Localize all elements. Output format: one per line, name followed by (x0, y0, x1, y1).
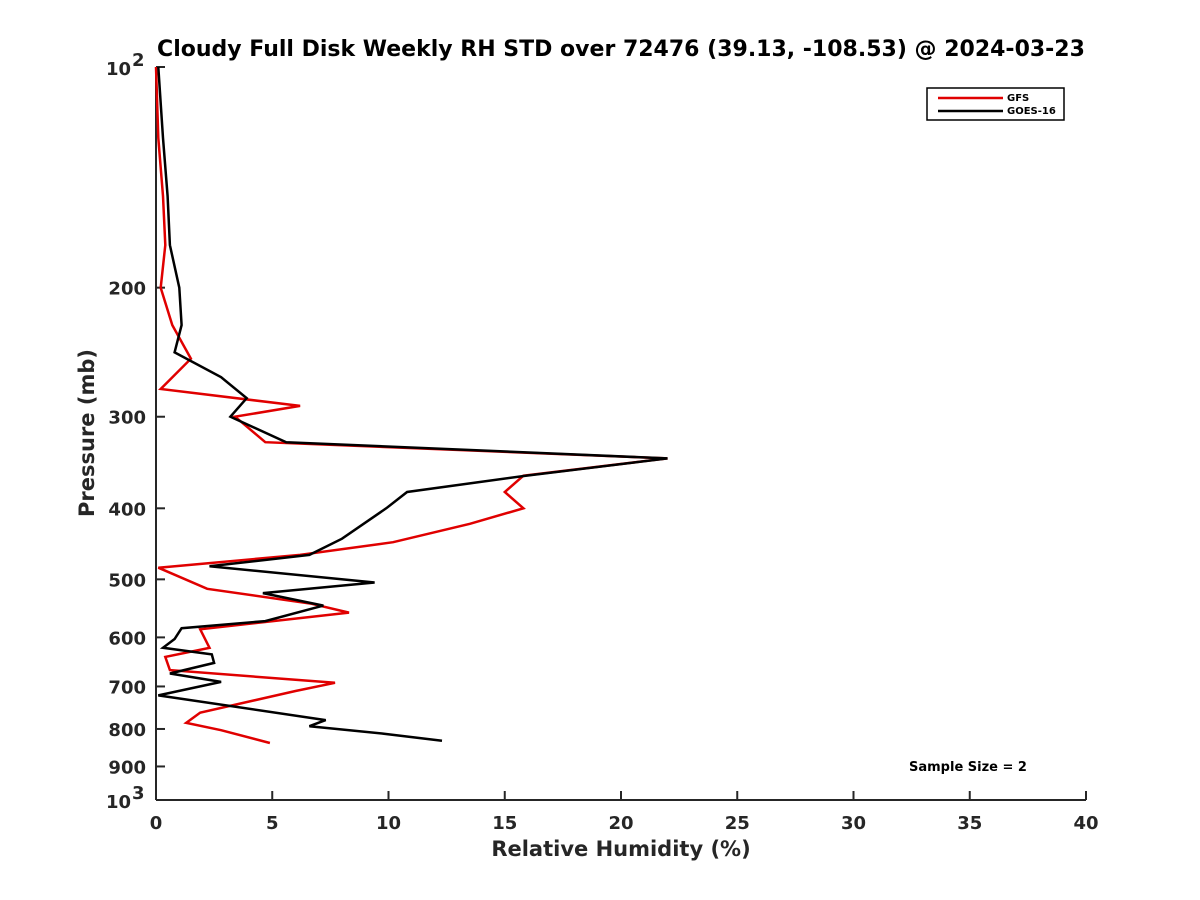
y-tick-exponent: 2 (132, 50, 145, 71)
x-tick-label: 10 (376, 813, 401, 834)
x-tick-label: 15 (492, 813, 517, 834)
x-tick-label: 20 (608, 813, 633, 834)
x-axis-label: Relative Humidity (%) (491, 837, 750, 861)
x-tick-label: 0 (150, 813, 163, 834)
chart-title: Cloudy Full Disk Weekly RH STD over 7247… (157, 37, 1085, 62)
x-tick-label: 5 (266, 813, 279, 834)
y-tick-exponent: 3 (132, 783, 145, 804)
sample-size-annotation: Sample Size = 2 (909, 760, 1027, 775)
legend-box (926, 87, 1065, 121)
legend: GFS GOES-16 (926, 87, 1065, 121)
y-tick-label: 500 (108, 570, 146, 591)
plot-area: 0 5 10 15 20 25 30 35 40 10 220030040050060070080… (106, 50, 1099, 834)
y-tick-label: 400 (108, 499, 146, 520)
y-tick-label: 600 (108, 628, 146, 649)
y-tick-label: 200 (108, 279, 146, 300)
y-tick-label: 10 (106, 59, 131, 80)
y-tick-label: 300 (108, 408, 146, 429)
x-tick-label: 30 (841, 813, 866, 834)
y-tick-label: 700 (108, 677, 146, 698)
x-tick-label: 25 (725, 813, 750, 834)
legend-label-goes16: GOES-16 (1007, 106, 1056, 117)
legend-label-gfs: GFS (1007, 93, 1029, 104)
y-tick-label: 10 (106, 792, 131, 813)
x-tick-label: 40 (1073, 813, 1098, 834)
y-tick-label: 900 (108, 757, 146, 778)
y-tick-label: 800 (108, 720, 146, 741)
x-ticks: 0 5 10 15 20 25 30 35 40 (150, 791, 1099, 834)
series-line-gfs (154, 66, 668, 745)
series-lines (154, 66, 668, 745)
x-tick-label: 35 (957, 813, 982, 834)
y-axis-label: Pressure (mb) (75, 349, 99, 517)
series-line-goes16 (157, 66, 668, 742)
